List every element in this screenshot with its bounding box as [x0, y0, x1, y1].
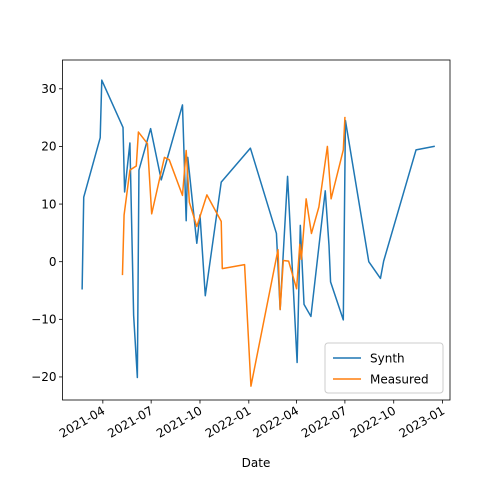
y-axis-ticks: −20 −10 0 10 20 30: [31, 82, 63, 384]
series-layer: [81, 79, 435, 387]
x-tick-label: 2021-07: [105, 403, 155, 440]
y-tick-label: −10: [31, 313, 56, 327]
y-tick-label: 30: [41, 82, 56, 96]
x-tick-label: 2021-04: [57, 403, 107, 440]
x-axis-label: Date: [242, 456, 271, 470]
legend: Synth Measured: [324, 342, 444, 394]
x-tick-label: 2022-01: [203, 403, 253, 440]
y-tick-label: 20: [41, 140, 56, 154]
x-tick-label: 2022-07: [299, 403, 349, 440]
x-tick-label: 2023-01: [397, 403, 447, 440]
x-tick-label: 2022-04: [251, 403, 301, 440]
y-tick-label: −20: [31, 370, 56, 384]
y-tick-label: 10: [41, 197, 56, 211]
x-tick-label: 2021-10: [154, 403, 204, 440]
series-line-measured: [121, 116, 346, 387]
x-axis-ticks: 2021-042021-072021-102022-012022-042022-…: [57, 400, 447, 441]
x-tick-label: 2022-10: [348, 403, 398, 440]
plot-frame: [62, 59, 451, 401]
legend-box: [324, 342, 444, 394]
legend-label-synth: Synth: [370, 352, 405, 366]
legend-label-measured: Measured: [370, 373, 429, 387]
series-line-synth: [81, 79, 435, 379]
y-tick-label: 0: [49, 255, 57, 269]
